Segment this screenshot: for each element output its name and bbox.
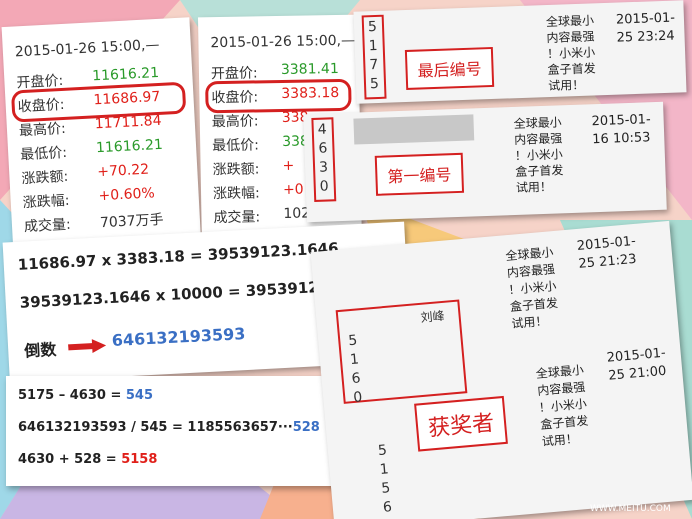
post: 4 6 3 0 第一编号 全球最小 内容最强 ！小米小 盒子首发 试用！ 2015-01- 16 10… bbox=[303, 101, 667, 223]
arrow-icon bbox=[68, 339, 107, 354]
row-label: 涨跌幅: bbox=[212, 185, 260, 203]
text-line: 2015-01- bbox=[615, 10, 676, 28]
digit: 5 bbox=[347, 332, 358, 350]
tag-box: 获奖者 bbox=[414, 395, 508, 452]
tag: 最后编号 bbox=[417, 59, 482, 81]
digit: 5 bbox=[367, 18, 378, 36]
tag: 第一编号 bbox=[387, 165, 452, 187]
row-label: 涨跌额: bbox=[212, 161, 260, 179]
digit: 3 bbox=[318, 159, 329, 176]
row-label: 成交量: bbox=[213, 209, 261, 227]
digit: 0 bbox=[352, 389, 363, 407]
text-line: 25 23:24 bbox=[616, 28, 675, 46]
tag-box: 第一编号 bbox=[374, 152, 465, 196]
text-line: 2015-01- bbox=[591, 112, 651, 130]
text-line: 25 21:00 bbox=[607, 363, 667, 384]
row-value: 3381.41 bbox=[280, 60, 339, 78]
text-line: 盒子首发 bbox=[509, 295, 559, 315]
digit: 0 bbox=[319, 178, 329, 195]
calc-line: 5175 – 4630 = 545 bbox=[18, 388, 153, 403]
digit: 1 bbox=[379, 461, 390, 478]
row-value: +0 bbox=[282, 181, 304, 198]
text-line: 试用！ bbox=[515, 179, 553, 195]
row-label: 最高价: bbox=[211, 113, 259, 131]
calc-line: 4630 + 528 = 5158 bbox=[18, 452, 157, 467]
digit: 6 bbox=[318, 140, 328, 157]
text-line: 16 10:53 bbox=[592, 130, 651, 148]
tag-box: 最后编号 bbox=[404, 46, 495, 90]
winner-post: 刘峰 5 1 6 0 全球最小 内容最强 ！小米小 盒子首发 试用！ 2015-01- 25 21:2… bbox=[310, 220, 692, 519]
datetime: 2015-01-26 15:00,— bbox=[210, 32, 356, 52]
digit: 6 bbox=[382, 499, 393, 516]
text-line: 试用！ bbox=[541, 431, 579, 449]
text-line: 试用！ bbox=[547, 77, 585, 94]
calc-result: 528 bbox=[292, 420, 320, 435]
row-value: +70.22 bbox=[96, 161, 150, 181]
watermark: WWW.MEITU.COM bbox=[590, 504, 671, 514]
calc-result: 545 bbox=[125, 388, 153, 403]
calc-result: 5158 bbox=[121, 452, 158, 467]
highlight bbox=[205, 78, 352, 114]
text-line: 试用！ bbox=[510, 313, 548, 331]
digit: 7 bbox=[369, 56, 379, 74]
digit: 1 bbox=[368, 37, 378, 55]
calc-expr: 5175 – 4630 = bbox=[18, 388, 126, 403]
row-label: 成交量: bbox=[23, 216, 72, 236]
digit: 1 bbox=[349, 351, 360, 369]
row-label: 涨跌额: bbox=[21, 168, 69, 188]
row-label: 最低价: bbox=[19, 144, 68, 164]
row-value: + bbox=[282, 157, 295, 174]
row-value: +0.60% bbox=[98, 185, 156, 205]
text-line: 11686.97 x 3383.18 = 39539123.1646 bbox=[17, 239, 339, 274]
row-label: 最低价: bbox=[212, 137, 260, 155]
blur bbox=[353, 114, 475, 145]
arrow bbox=[68, 337, 107, 354]
digit: 5 bbox=[380, 480, 391, 497]
calc-line: 646132193593 / 545 = 1185563657···528 bbox=[18, 420, 320, 435]
row-value: 11616.21 bbox=[95, 136, 164, 157]
row-label: 涨跌幅: bbox=[22, 192, 70, 212]
digit: 5 bbox=[369, 75, 380, 93]
digit: 4 bbox=[317, 121, 327, 138]
row-value: 7037万手 bbox=[99, 211, 164, 232]
digit: 6 bbox=[351, 370, 362, 388]
reciprocal-value: 646132193593 bbox=[111, 324, 246, 351]
text-line: 2015-01- bbox=[576, 233, 637, 254]
row-value: 11616.21 bbox=[91, 64, 160, 85]
text-line: 25 21:23 bbox=[577, 251, 638, 272]
calc-panel: 5175 – 4630 = 545 646132193593 / 545 = 11… bbox=[6, 376, 358, 486]
post: 5 1 7 5 最后编号 全球最小 内容最强 ！小米小 盒子首发 试用！ 2015-01- 25 23… bbox=[353, 0, 687, 104]
reciprocal-label: 倒数 bbox=[23, 339, 57, 361]
text-line: 2015-01- bbox=[606, 345, 667, 366]
digit: 5 bbox=[377, 442, 388, 460]
calc-expr: 4630 + 528 = bbox=[18, 452, 122, 467]
calc-expr: 646132193593 / 545 = 1185563657··· bbox=[18, 420, 293, 435]
tag: 获奖者 bbox=[427, 410, 496, 442]
text-line: 盒子首发 bbox=[539, 413, 589, 432]
formula-panel: 11686.97 x 3383.18 = 39539123.1646 395391… bbox=[2, 221, 412, 383]
datetime: 2015-01-26 15:00,— bbox=[14, 36, 160, 61]
